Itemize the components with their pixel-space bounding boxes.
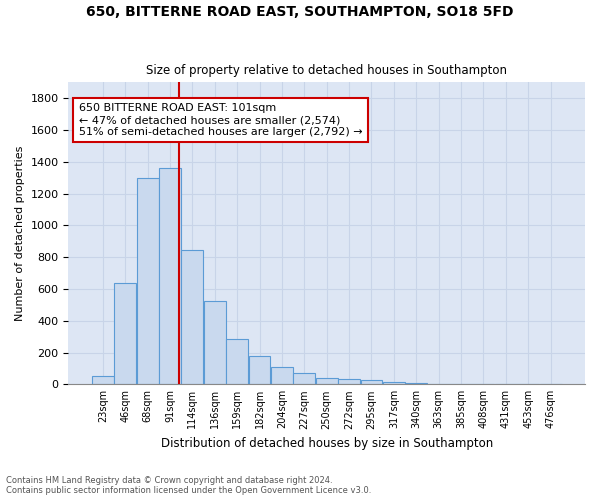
Bar bbox=[248, 356, 271, 384]
Bar bbox=[181, 250, 203, 384]
Y-axis label: Number of detached properties: Number of detached properties bbox=[15, 146, 25, 321]
Bar bbox=[159, 168, 181, 384]
Text: Contains HM Land Registry data © Crown copyright and database right 2024.
Contai: Contains HM Land Registry data © Crown c… bbox=[6, 476, 371, 495]
Bar bbox=[92, 376, 114, 384]
Bar bbox=[271, 367, 293, 384]
Bar bbox=[405, 382, 427, 384]
Bar bbox=[316, 378, 338, 384]
Bar bbox=[338, 378, 360, 384]
Text: 650, BITTERNE ROAD EAST, SOUTHAMPTON, SO18 5FD: 650, BITTERNE ROAD EAST, SOUTHAMPTON, SO… bbox=[86, 5, 514, 19]
Bar bbox=[137, 178, 158, 384]
Title: Size of property relative to detached houses in Southampton: Size of property relative to detached ho… bbox=[146, 64, 507, 77]
X-axis label: Distribution of detached houses by size in Southampton: Distribution of detached houses by size … bbox=[161, 437, 493, 450]
Bar bbox=[383, 382, 405, 384]
Bar bbox=[293, 373, 315, 384]
Bar bbox=[114, 282, 136, 384]
Bar bbox=[361, 380, 382, 384]
Bar bbox=[226, 339, 248, 384]
Text: 650 BITTERNE ROAD EAST: 101sqm
← 47% of detached houses are smaller (2,574)
51% : 650 BITTERNE ROAD EAST: 101sqm ← 47% of … bbox=[79, 104, 362, 136]
Bar bbox=[204, 301, 226, 384]
